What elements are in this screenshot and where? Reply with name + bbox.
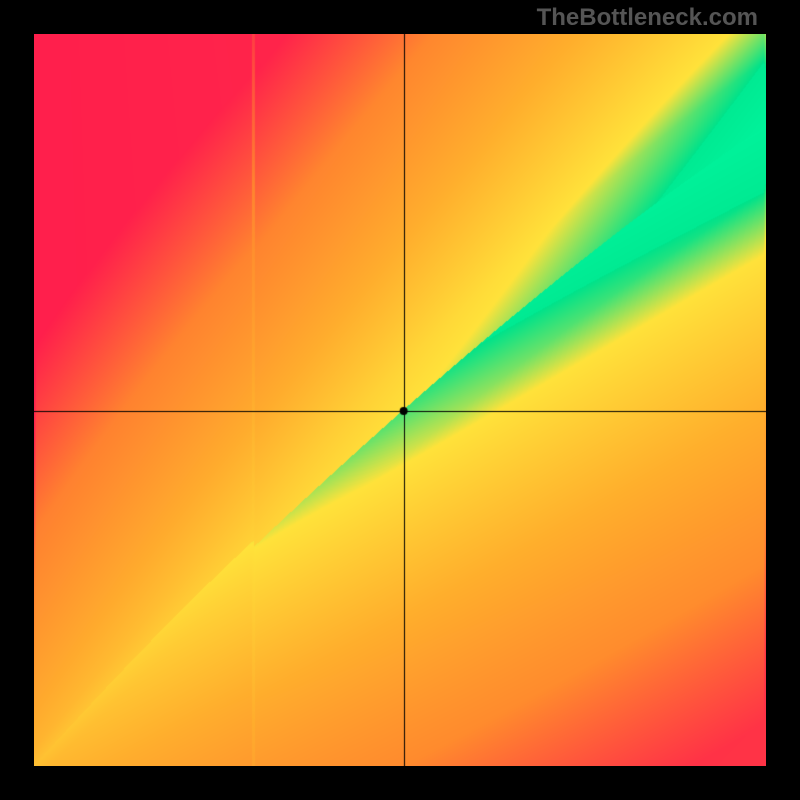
watermark-text: TheBottleneck.com xyxy=(537,4,758,32)
heatmap-canvas xyxy=(34,34,766,766)
chart-root: { "watermark": "TheBottleneck.com", "cha… xyxy=(0,0,800,800)
